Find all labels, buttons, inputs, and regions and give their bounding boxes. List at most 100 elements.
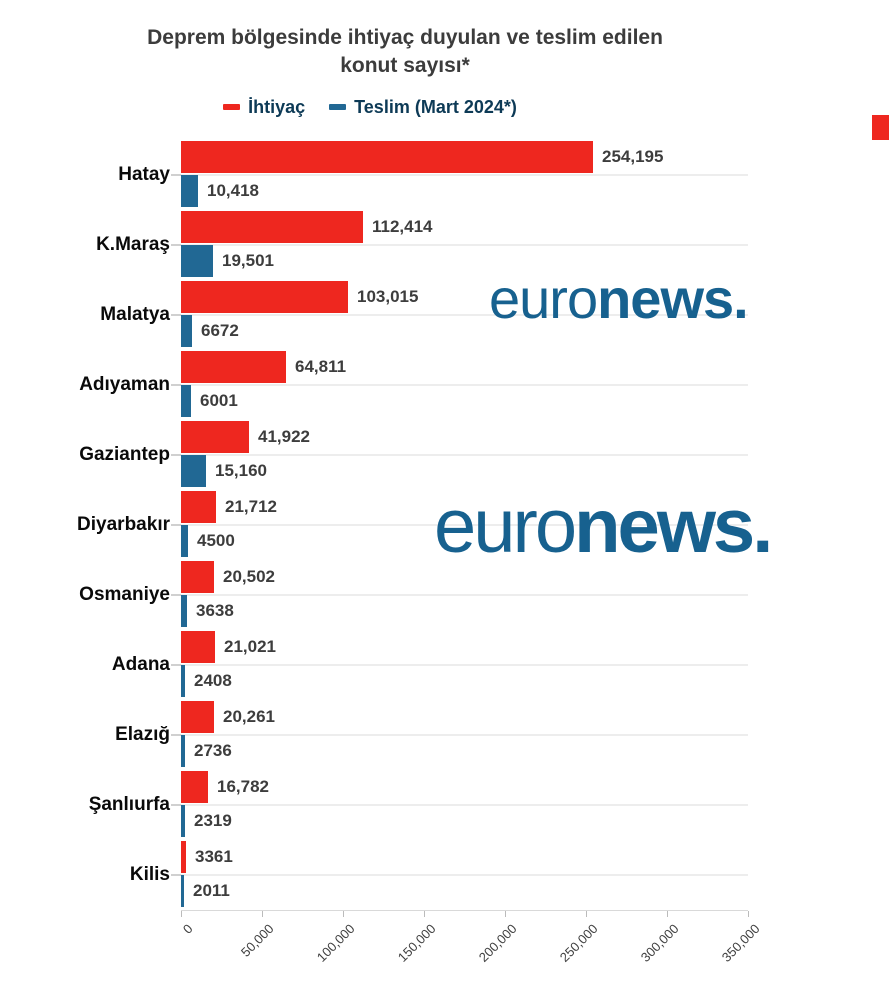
teslim-bar [181, 245, 213, 277]
category-label: Adana [111, 654, 170, 675]
x-axis-tick-label: 0 [179, 921, 196, 937]
category-gridline [181, 454, 748, 456]
teslim-bar [181, 455, 206, 487]
ihtiyac-bar [181, 841, 186, 873]
category-label: Şanlıurfa [88, 794, 170, 815]
category-tick [171, 874, 181, 876]
ihtiyac-value-label: 112,414 [372, 217, 433, 236]
ihtiyac-bar [181, 631, 215, 663]
euronews-watermark-bold-text: news. [597, 267, 749, 330]
category-gridline [181, 734, 748, 736]
legend-item-teslim: Teslim (Mart 2024*) [329, 97, 517, 118]
ihtiyac-bar [181, 491, 216, 523]
category-label: Osmaniye [79, 584, 170, 605]
ihtiyac-value-label: 64,811 [295, 357, 347, 376]
ihtiyac-bar [181, 211, 363, 243]
category-label: Elazığ [115, 724, 170, 745]
category-gridline [181, 174, 748, 176]
teslim-bar [181, 735, 185, 767]
teslim-value-label: 2736 [194, 741, 232, 760]
teslim-bar [181, 525, 188, 557]
x-axis-tick-label: 50,000 [237, 921, 277, 960]
category-tick [171, 384, 181, 386]
ihtiyac-value-label: 20,261 [223, 707, 275, 726]
category-label: Hatay [118, 164, 170, 185]
category-tick [171, 174, 181, 176]
category-gridline [181, 664, 748, 666]
category-tick [171, 314, 181, 316]
ihtiyac-value-label: 21,712 [225, 497, 277, 516]
ihtiyac-bar [181, 701, 214, 733]
x-axis-tick [343, 911, 344, 917]
x-axis-tick [424, 911, 425, 917]
teslim-bar [181, 385, 191, 417]
x-axis-tick [667, 911, 668, 917]
category-tick [171, 804, 181, 806]
euronews-watermark-regular-text: euro [489, 267, 598, 330]
teslim-bar [181, 175, 198, 207]
chart-title-line-1: Deprem bölgesinde ihtiyaç duyulan ve tes… [147, 26, 663, 49]
euronews-watermark-bold-text: news. [574, 484, 773, 569]
legend: İhtiyaç Teslim (Mart 2024*) [0, 94, 740, 120]
ihtiyac-bar [181, 771, 208, 803]
chart-title: Deprem bölgesinde ihtiyaç duyulan ve tes… [55, 24, 755, 80]
ihtiyac-value-label: 20,502 [223, 567, 275, 586]
teslim-value-label: 2319 [194, 811, 232, 830]
category-gridline [181, 524, 748, 526]
category-tick [171, 594, 181, 596]
category-gridline [181, 244, 748, 246]
ihtiyac-value-label: 103,015 [357, 287, 419, 306]
category-label: Adıyaman [79, 374, 170, 395]
x-axis-tick-label: 250,000 [556, 921, 601, 965]
ihtiyac-value-label: 41,922 [258, 427, 310, 446]
category-gridline [181, 384, 748, 386]
category-tick [171, 664, 181, 666]
x-axis-tick [505, 911, 506, 917]
x-axis-tick [586, 911, 587, 917]
category-gridline [181, 874, 748, 876]
category-label: Malatya [100, 304, 170, 325]
category-tick [171, 734, 181, 736]
category-tick [171, 244, 181, 246]
teslim-value-label: 15,160 [215, 461, 267, 480]
x-axis-tick-label: 150,000 [394, 921, 439, 965]
euronews-watermark-regular-text: euro [434, 484, 577, 569]
category-gridline [181, 804, 748, 806]
category-label: Kilis [129, 864, 170, 885]
category-label: Gaziantep [79, 444, 170, 465]
teslim-value-label: 19,501 [222, 251, 274, 270]
teslim-bar [181, 805, 185, 837]
ihtiyac-value-label: 3361 [195, 847, 233, 866]
ihtiyac-bar [181, 421, 249, 453]
teslim-value-label: 2408 [194, 671, 232, 690]
x-axis-tick-label: 100,000 [313, 921, 358, 965]
teslim-value-label: 2011 [193, 881, 230, 900]
ihtiyac-bar [181, 141, 593, 173]
teslim-bar [181, 875, 184, 907]
teslim-value-label: 3638 [196, 601, 234, 620]
category-label: K.Maraş [96, 234, 170, 255]
category-gridline [181, 594, 748, 596]
x-axis-tick [748, 911, 749, 917]
ihtiyac-bar [181, 561, 214, 593]
teslim-value-label: 6672 [201, 321, 239, 340]
euronews-watermark-small: euronews. [489, 271, 749, 327]
red-corner-accent [872, 115, 889, 140]
legend-swatch-teslim [329, 104, 347, 110]
ihtiyac-bar [181, 281, 348, 313]
category-tick [171, 454, 181, 456]
ihtiyac-value-label: 254,195 [602, 147, 664, 166]
x-axis-tick [181, 911, 182, 917]
ihtiyac-bar [181, 351, 286, 383]
legend-item-ihtiyac: İhtiyaç [223, 97, 305, 118]
teslim-bar [181, 665, 185, 697]
legend-label-ihtiyac: İhtiyaç [248, 96, 306, 117]
legend-label-teslim: Teslim (Mart 2024*) [354, 96, 517, 117]
teslim-value-label: 6001 [200, 391, 238, 410]
x-axis-tick [262, 911, 263, 917]
chart-title-line-2: konut sayısı* [340, 54, 470, 77]
teslim-value-label: 4500 [197, 531, 235, 550]
euronews-watermark-large: euronews. [434, 489, 773, 565]
legend-swatch-ihtiyac [223, 104, 241, 110]
